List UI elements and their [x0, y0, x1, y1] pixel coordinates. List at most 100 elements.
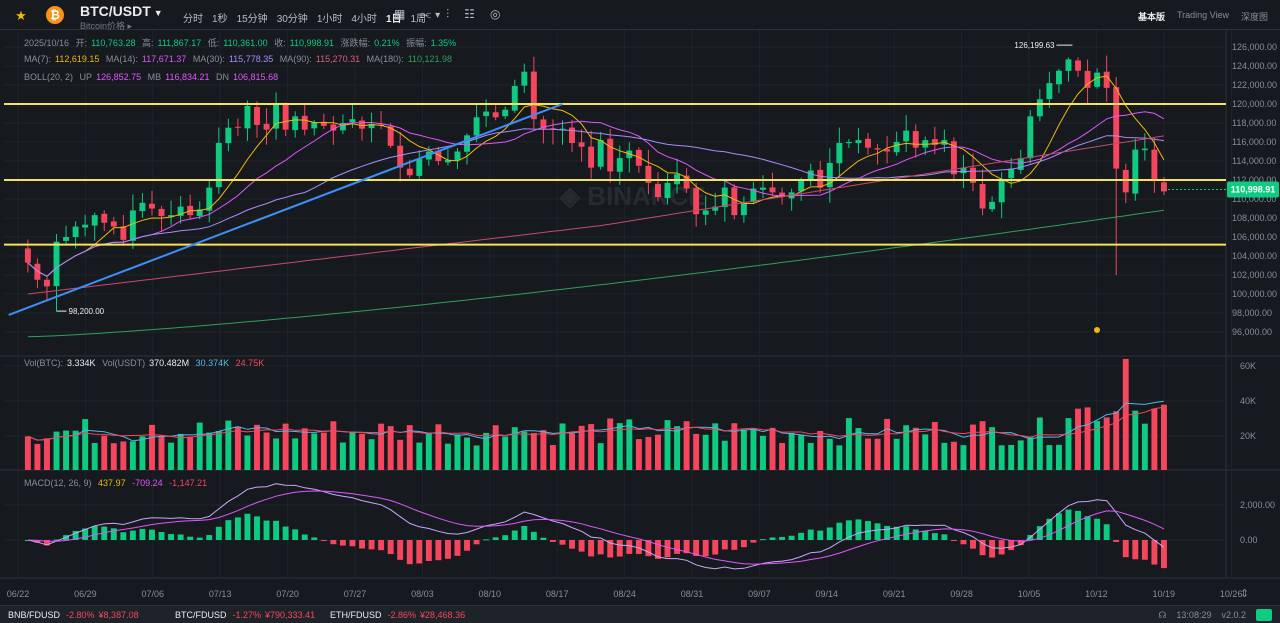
- macd-histogram-bar: [1103, 524, 1110, 540]
- volume-bar: [244, 435, 251, 470]
- macd-histogram-bar: [912, 529, 919, 540]
- vol-usdt-label: Vol(USDT): [102, 358, 146, 368]
- candle: [874, 148, 881, 150]
- interval-tab[interactable]: 1小时: [316, 14, 343, 25]
- macd-histogram-bar: [683, 540, 690, 554]
- ticker-item[interactable]: ETH/FDUSD -2.86% ¥28,468.36: [330, 610, 465, 620]
- volume-bar: [683, 421, 690, 470]
- price-tick-label: 126,000.00: [1232, 42, 1277, 52]
- macd-histogram-bar: [34, 540, 41, 543]
- date-tick-label: 08/10: [479, 589, 502, 599]
- ma90-value: 115,270.31: [315, 54, 361, 64]
- more-intervals-chevron-icon[interactable]: ▾: [435, 10, 441, 21]
- candle: [1008, 168, 1015, 179]
- calendar-icon[interactable]: ▦: [394, 7, 406, 21]
- volume-ma5-line: [27, 400, 1164, 442]
- macd-histogram-bar: [874, 523, 881, 540]
- candle: [979, 184, 986, 209]
- price-tick-label: 120,000.00: [1232, 99, 1277, 109]
- candle: [865, 138, 871, 148]
- interval-tab[interactable]: 4小时: [351, 14, 377, 25]
- macd-histogram-bar: [101, 526, 108, 540]
- candle: [282, 104, 289, 130]
- pair-subtitle[interactable]: Bitcoin价格 ▸: [80, 21, 133, 31]
- volume-bar: [368, 439, 375, 470]
- interval-tab[interactable]: 15分钟: [236, 14, 268, 25]
- ticker-item[interactable]: BTC/FDUSD -1.27% ¥790,333.41: [175, 610, 315, 620]
- macd-histogram-bar: [149, 529, 155, 540]
- macd-histogram-bar: [998, 540, 1005, 555]
- interval-tab[interactable]: 1秒: [212, 14, 228, 25]
- macd-histogram-bar: [492, 537, 499, 540]
- boll-up-label: UP: [79, 72, 93, 82]
- chart-area[interactable]: 126,000.00 124,000.00 122,000.00 120,000.00…: [0, 30, 1280, 605]
- candle: [836, 142, 843, 164]
- interval-tab[interactable]: 1周: [410, 14, 427, 25]
- settings-icon[interactable]: ☷: [464, 7, 475, 21]
- ticker-change: -1.27%: [232, 610, 262, 620]
- candle: [559, 128, 566, 130]
- ticker-symbol: ETH/FDUSD: [330, 610, 382, 620]
- chart-canvas[interactable]: 126,000.00 124,000.00 122,000.00 120,000.00…: [0, 30, 1280, 605]
- ticker-symbol: BTC/FDUSD: [175, 610, 227, 620]
- macd-histogram-bar: [559, 540, 566, 545]
- volume-bar: [874, 438, 881, 470]
- macd-histogram-bar: [273, 520, 280, 540]
- headset-icon[interactable]: ☊: [1158, 609, 1167, 620]
- volume-bar: [865, 438, 871, 470]
- volume-bar: [511, 427, 518, 470]
- candle: [1075, 60, 1081, 71]
- macd-hist: -1,147.21: [169, 478, 208, 488]
- chart-type-icon[interactable]: ⫶: [446, 7, 450, 21]
- macd-histogram-bar: [444, 540, 451, 559]
- volume-bar: [120, 441, 127, 470]
- volume-bar: [44, 438, 50, 470]
- macd-histogram-bar: [225, 520, 232, 540]
- trend-line: [8, 103, 563, 316]
- macd-histogram-bar: [950, 540, 957, 542]
- volume-bar: [139, 436, 146, 470]
- macd-histogram-bar: [721, 540, 728, 550]
- ticker-symbol: BNB/FDUSD: [8, 610, 61, 620]
- macd-histogram-bar: [464, 540, 470, 551]
- volume-bar: [1046, 445, 1053, 470]
- candle: [607, 138, 614, 172]
- view-tradingview[interactable]: Trading View: [1176, 10, 1229, 20]
- candle: [129, 210, 136, 241]
- scale-toggle-icon: ⇕: [1240, 587, 1249, 600]
- interval-tab[interactable]: 30分钟: [276, 14, 308, 25]
- macd-histogram-bar: [626, 540, 633, 554]
- volume-bar: [1008, 444, 1015, 470]
- volume-bar: [292, 438, 299, 470]
- interval-tab[interactable]: 分时: [183, 14, 203, 25]
- volume-bar: [1065, 418, 1072, 470]
- date-tick-label: 09/28: [950, 589, 973, 599]
- candle: [53, 241, 60, 287]
- volume-bar: [530, 433, 537, 470]
- volume-bar: [674, 426, 681, 470]
- volume-bar: [158, 436, 165, 470]
- candle: [196, 209, 203, 216]
- candle: [683, 175, 690, 189]
- volume-bar: [884, 418, 891, 470]
- volume-bar: [1094, 421, 1101, 470]
- volume-bar: [836, 445, 843, 470]
- macd-histogram-bar: [693, 540, 700, 557]
- volume-bar: [702, 434, 709, 470]
- macd-histogram-bar: [970, 540, 976, 549]
- volume-bar: [750, 428, 757, 470]
- indicator-icon[interactable]: ⫘: [420, 7, 432, 21]
- target-icon[interactable]: ◎: [489, 7, 501, 21]
- volume-bar: [569, 433, 575, 470]
- pair-selector[interactable]: BTC/USDT ▼: [80, 3, 163, 19]
- macd-histogram-bar: [1065, 509, 1072, 540]
- wifi-icon: [1256, 609, 1272, 621]
- interval-tab-active[interactable]: 1日: [385, 14, 402, 25]
- view-depth[interactable]: 深度图: [1240, 12, 1268, 22]
- volume-ma10-line: [27, 406, 1164, 441]
- volume-bar: [712, 423, 719, 470]
- favorite-star-icon[interactable]: ★: [15, 8, 27, 23]
- view-basic[interactable]: 基本版: [1137, 12, 1165, 22]
- ticker-item[interactable]: BNB/FDUSD -2.80% ¥8,387.08: [8, 610, 139, 620]
- volume-bar: [397, 439, 404, 470]
